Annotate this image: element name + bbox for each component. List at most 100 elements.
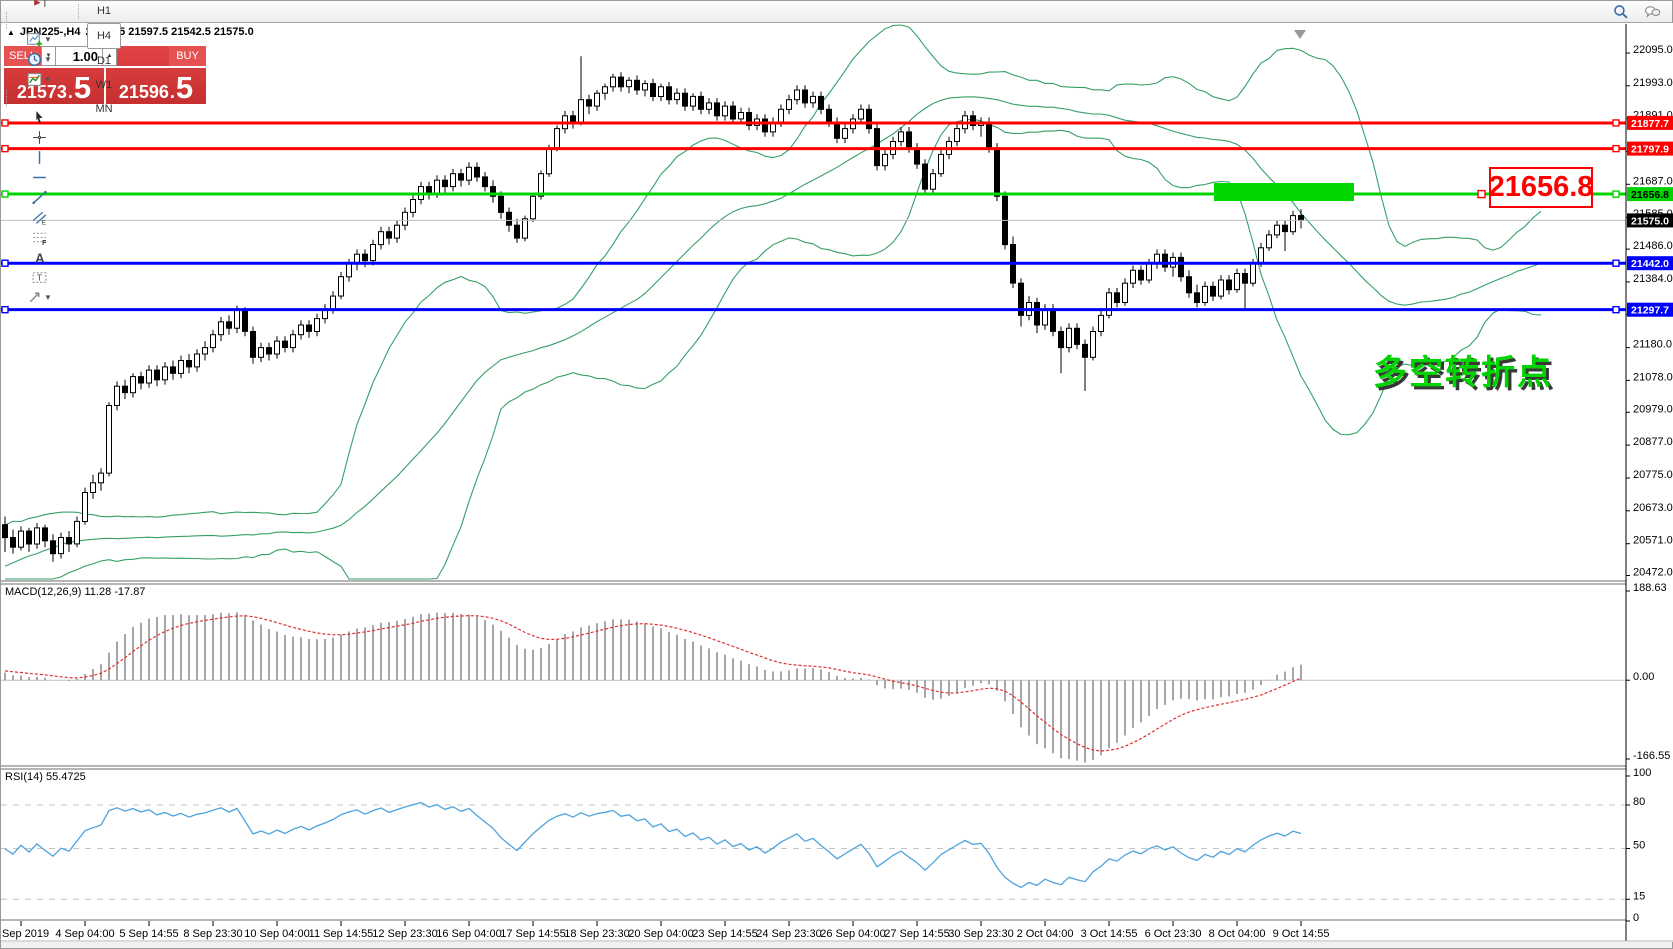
chart-shift-button[interactable] [3, 0, 75, 12]
candle [138, 376, 144, 384]
candle [1042, 308, 1048, 326]
cursor-button[interactable] [3, 108, 75, 128]
sell-price-button[interactable]: 21573 . 5 [4, 68, 106, 104]
sell-price-frac: 5 [73, 70, 92, 106]
candle [194, 353, 200, 368]
candle [674, 92, 680, 101]
candle [1034, 302, 1040, 326]
svg-text:80: 80 [1633, 796, 1645, 808]
trade-panel-filler [117, 46, 169, 66]
svg-text:3 Oct 14:55: 3 Oct 14:55 [1081, 928, 1138, 940]
candle [482, 176, 488, 188]
volume-decrease-button[interactable]: ▼ [41, 46, 56, 66]
buy-button[interactable]: BUY [169, 46, 206, 66]
time-axis[interactable]: 2 Sep 2019 4 Sep 04:00 5 Sep 14:55 8 Sep 23… [0, 921, 1329, 940]
template-button[interactable]: ▼ [3, 70, 75, 90]
candle [986, 121, 992, 149]
candle [1122, 282, 1128, 304]
breakout-zone-rectangle[interactable] [1214, 183, 1354, 201]
svg-text:5 Sep 14:55: 5 Sep 14:55 [119, 928, 178, 940]
trendline-button[interactable] [3, 188, 75, 208]
candle [874, 128, 880, 167]
svg-text:A: A [35, 250, 44, 265]
svg-text:15: 15 [1633, 890, 1645, 902]
candle [1058, 331, 1064, 349]
candle [594, 92, 600, 107]
candle [2, 524, 8, 539]
candle [514, 224, 520, 239]
candle [650, 83, 656, 97]
candle [1298, 215, 1304, 221]
tab-d1[interactable]: D1 [96, 54, 112, 67]
crosshair-button[interactable] [3, 128, 75, 148]
candle [42, 527, 48, 542]
candle [386, 231, 392, 239]
candle [146, 369, 152, 384]
new-chart-icon [27, 33, 42, 47]
candle [922, 163, 928, 190]
svg-text:0.00: 0.00 [1633, 671, 1654, 683]
svg-text:8 Sep 23:30: 8 Sep 23:30 [183, 928, 242, 940]
candle [1130, 269, 1136, 284]
tab-h4[interactable]: H4 [87, 22, 122, 49]
svg-text:21993.0: 21993.0 [1633, 77, 1673, 89]
text-button[interactable]: A [3, 248, 75, 268]
candle [1218, 279, 1224, 297]
svg-text:16 Sep 04:00: 16 Sep 04:00 [436, 928, 501, 940]
fibo-icon: F [32, 232, 46, 246]
candle [498, 195, 504, 213]
hline-button[interactable] [3, 168, 75, 188]
candle [1050, 308, 1056, 332]
pane-separator[interactable] [1, 766, 1673, 769]
price-callout-box[interactable]: 21656.8 [1489, 167, 1593, 208]
candle [610, 76, 616, 88]
candle [154, 369, 160, 381]
candle [546, 147, 552, 175]
svg-text:21687.0: 21687.0 [1633, 175, 1673, 187]
candle [1114, 292, 1120, 303]
candle [282, 340, 288, 349]
svg-text:21384.0: 21384.0 [1633, 273, 1673, 285]
label-button[interactable]: T [3, 268, 75, 288]
candle [370, 244, 376, 262]
chat-button[interactable] [1640, 2, 1664, 22]
tab-h1[interactable]: H1 [96, 4, 112, 17]
candle [242, 310, 248, 332]
pane-separator[interactable] [1, 581, 1673, 584]
search-button[interactable] [1608, 2, 1632, 22]
sell-price-main: 21573 [16, 82, 67, 102]
candle [186, 360, 192, 368]
candle [506, 211, 512, 226]
candle [34, 527, 40, 545]
svg-text:21297.7: 21297.7 [1631, 305, 1669, 317]
candle [802, 89, 808, 104]
candle [1258, 247, 1264, 265]
shapes-button[interactable]: ▼ [3, 288, 75, 308]
candle [130, 376, 136, 394]
volume-input[interactable]: 1.00 [56, 46, 102, 66]
candle [1178, 256, 1184, 278]
vline-button[interactable] [3, 148, 75, 168]
candle [938, 153, 944, 175]
svg-text:10 Sep 04:00: 10 Sep 04:00 [244, 928, 309, 940]
new-chart-button[interactable]: ▼ [3, 30, 75, 50]
candle [394, 224, 400, 239]
tab-w1[interactable]: W1 [95, 78, 113, 91]
candle [1146, 263, 1152, 281]
candle [554, 128, 560, 149]
channel-button[interactable]: E [3, 208, 75, 228]
candle [682, 92, 688, 107]
candle [786, 99, 792, 110]
fibo-button[interactable]: F [3, 228, 75, 248]
panel-collapse-icon[interactable]: ▲ [7, 27, 15, 37]
buy-price-button[interactable]: 21596 . 5 [106, 68, 206, 104]
tab-mn[interactable]: MN [95, 102, 113, 115]
candle [474, 166, 480, 178]
chinese-annotation-text[interactable]: 多空转折点 [1373, 354, 1553, 392]
rsi-line [4, 801, 1302, 889]
periods-button[interactable]: ▼ [3, 50, 75, 70]
candle [602, 86, 608, 94]
candle [818, 95, 824, 110]
candle [1242, 273, 1248, 284]
